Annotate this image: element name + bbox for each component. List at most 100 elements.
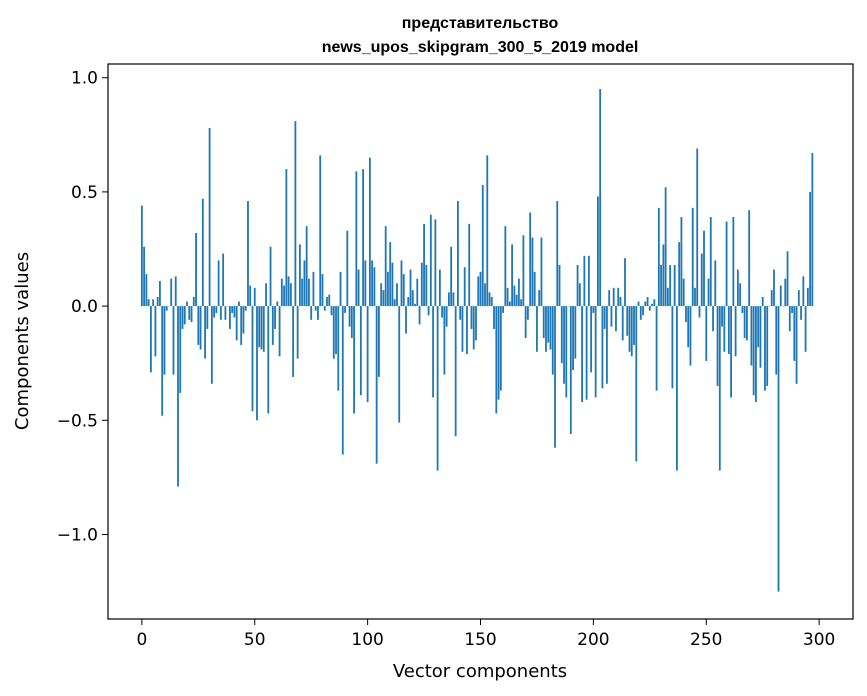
bar-289 <box>793 306 796 361</box>
bar-163 <box>508 301 511 307</box>
bar-54 <box>262 306 265 352</box>
bar-160 <box>502 306 504 313</box>
bar-29 <box>206 306 209 329</box>
bar-0 <box>140 205 143 307</box>
bar-291 <box>797 290 800 307</box>
x-tick-label: 0 <box>136 630 147 650</box>
bar-214 <box>624 258 626 307</box>
y-tick-label: −0.5 <box>57 411 98 431</box>
bar-165 <box>513 285 516 307</box>
bar-223 <box>644 301 647 307</box>
bar-181 <box>549 306 552 350</box>
bar-17 <box>179 306 182 393</box>
y-axis-label: Components values <box>12 252 33 430</box>
bar-140 <box>457 201 459 307</box>
bar-268 <box>745 306 748 341</box>
bar-110 <box>389 242 392 307</box>
bar-218 <box>633 306 635 345</box>
bar-88 <box>339 271 342 307</box>
bar-47 <box>247 201 249 307</box>
bar-234 <box>669 264 672 307</box>
bar-256 <box>718 306 721 471</box>
bar-125 <box>423 223 425 307</box>
bar-65 <box>287 276 290 307</box>
bar-269 <box>748 210 751 307</box>
bar-63 <box>283 285 285 307</box>
bar-19 <box>183 306 186 325</box>
bar-23 <box>192 296 195 307</box>
bar-197 <box>585 306 588 400</box>
bar-261 <box>730 306 732 398</box>
bar-250 <box>705 306 708 361</box>
bar-226 <box>651 303 653 307</box>
bar-231 <box>662 244 665 307</box>
bar-257 <box>721 306 723 327</box>
bar-235 <box>671 306 674 389</box>
bar-89 <box>341 306 344 455</box>
bar-76 <box>312 271 315 307</box>
bar-265 <box>739 283 742 307</box>
bar-40 <box>231 306 234 313</box>
bar-237 <box>676 306 678 471</box>
x-axis-label: Vector components <box>393 661 567 682</box>
bar-27 <box>201 198 204 307</box>
bar-294 <box>804 306 807 352</box>
bar-129 <box>432 306 434 398</box>
bar-188 <box>565 306 568 398</box>
bar-11 <box>165 306 168 311</box>
bar-230 <box>660 264 663 307</box>
bar-270 <box>750 306 753 366</box>
bar-143 <box>463 267 466 307</box>
bar-67 <box>292 306 295 377</box>
bar-77 <box>314 306 317 311</box>
bar-164 <box>511 244 514 307</box>
bar-120 <box>411 290 414 307</box>
bar-94 <box>353 306 355 414</box>
chart-title-line-1: представительство <box>402 15 559 32</box>
bar-20 <box>186 301 188 307</box>
y-tick-label: 0.5 <box>71 183 98 203</box>
bar-161 <box>504 226 507 307</box>
bar-185 <box>558 264 561 307</box>
bar-80 <box>321 274 324 307</box>
bar-95 <box>355 171 358 307</box>
bar-178 <box>542 306 545 339</box>
bar-198 <box>587 255 590 307</box>
bar-254 <box>714 260 717 307</box>
bar-87 <box>337 306 340 391</box>
bar-276 <box>764 306 766 391</box>
bar-78 <box>317 306 319 320</box>
bar-147 <box>472 306 475 350</box>
bar-4 <box>149 306 152 373</box>
bar-132 <box>438 269 441 307</box>
bar-194 <box>578 283 581 307</box>
bar-56 <box>267 306 270 414</box>
bar-217 <box>630 306 633 357</box>
bar-48 <box>249 285 252 307</box>
bar-186 <box>560 306 563 364</box>
bar-21 <box>188 306 191 320</box>
bar-246 <box>696 148 699 307</box>
bar-126 <box>425 264 428 307</box>
bar-6 <box>154 306 157 357</box>
bar-208 <box>610 306 613 327</box>
bar-115 <box>400 260 403 307</box>
bar-209 <box>612 287 615 307</box>
bar-282 <box>777 306 780 592</box>
bar-206 <box>606 306 608 384</box>
bar-297 <box>811 153 814 307</box>
bar-182 <box>551 306 554 375</box>
bar-25 <box>197 306 200 345</box>
bar-145 <box>468 223 471 307</box>
bar-293 <box>802 276 805 307</box>
bar-51 <box>256 306 258 421</box>
bar-71 <box>301 278 304 307</box>
bar-83 <box>328 294 331 307</box>
bar-166 <box>515 294 518 307</box>
bar-134 <box>443 306 446 375</box>
bar-50 <box>253 287 256 307</box>
bar-149 <box>477 276 480 307</box>
bar-151 <box>481 185 484 307</box>
bar-283 <box>779 285 782 307</box>
bar-8 <box>159 280 161 307</box>
